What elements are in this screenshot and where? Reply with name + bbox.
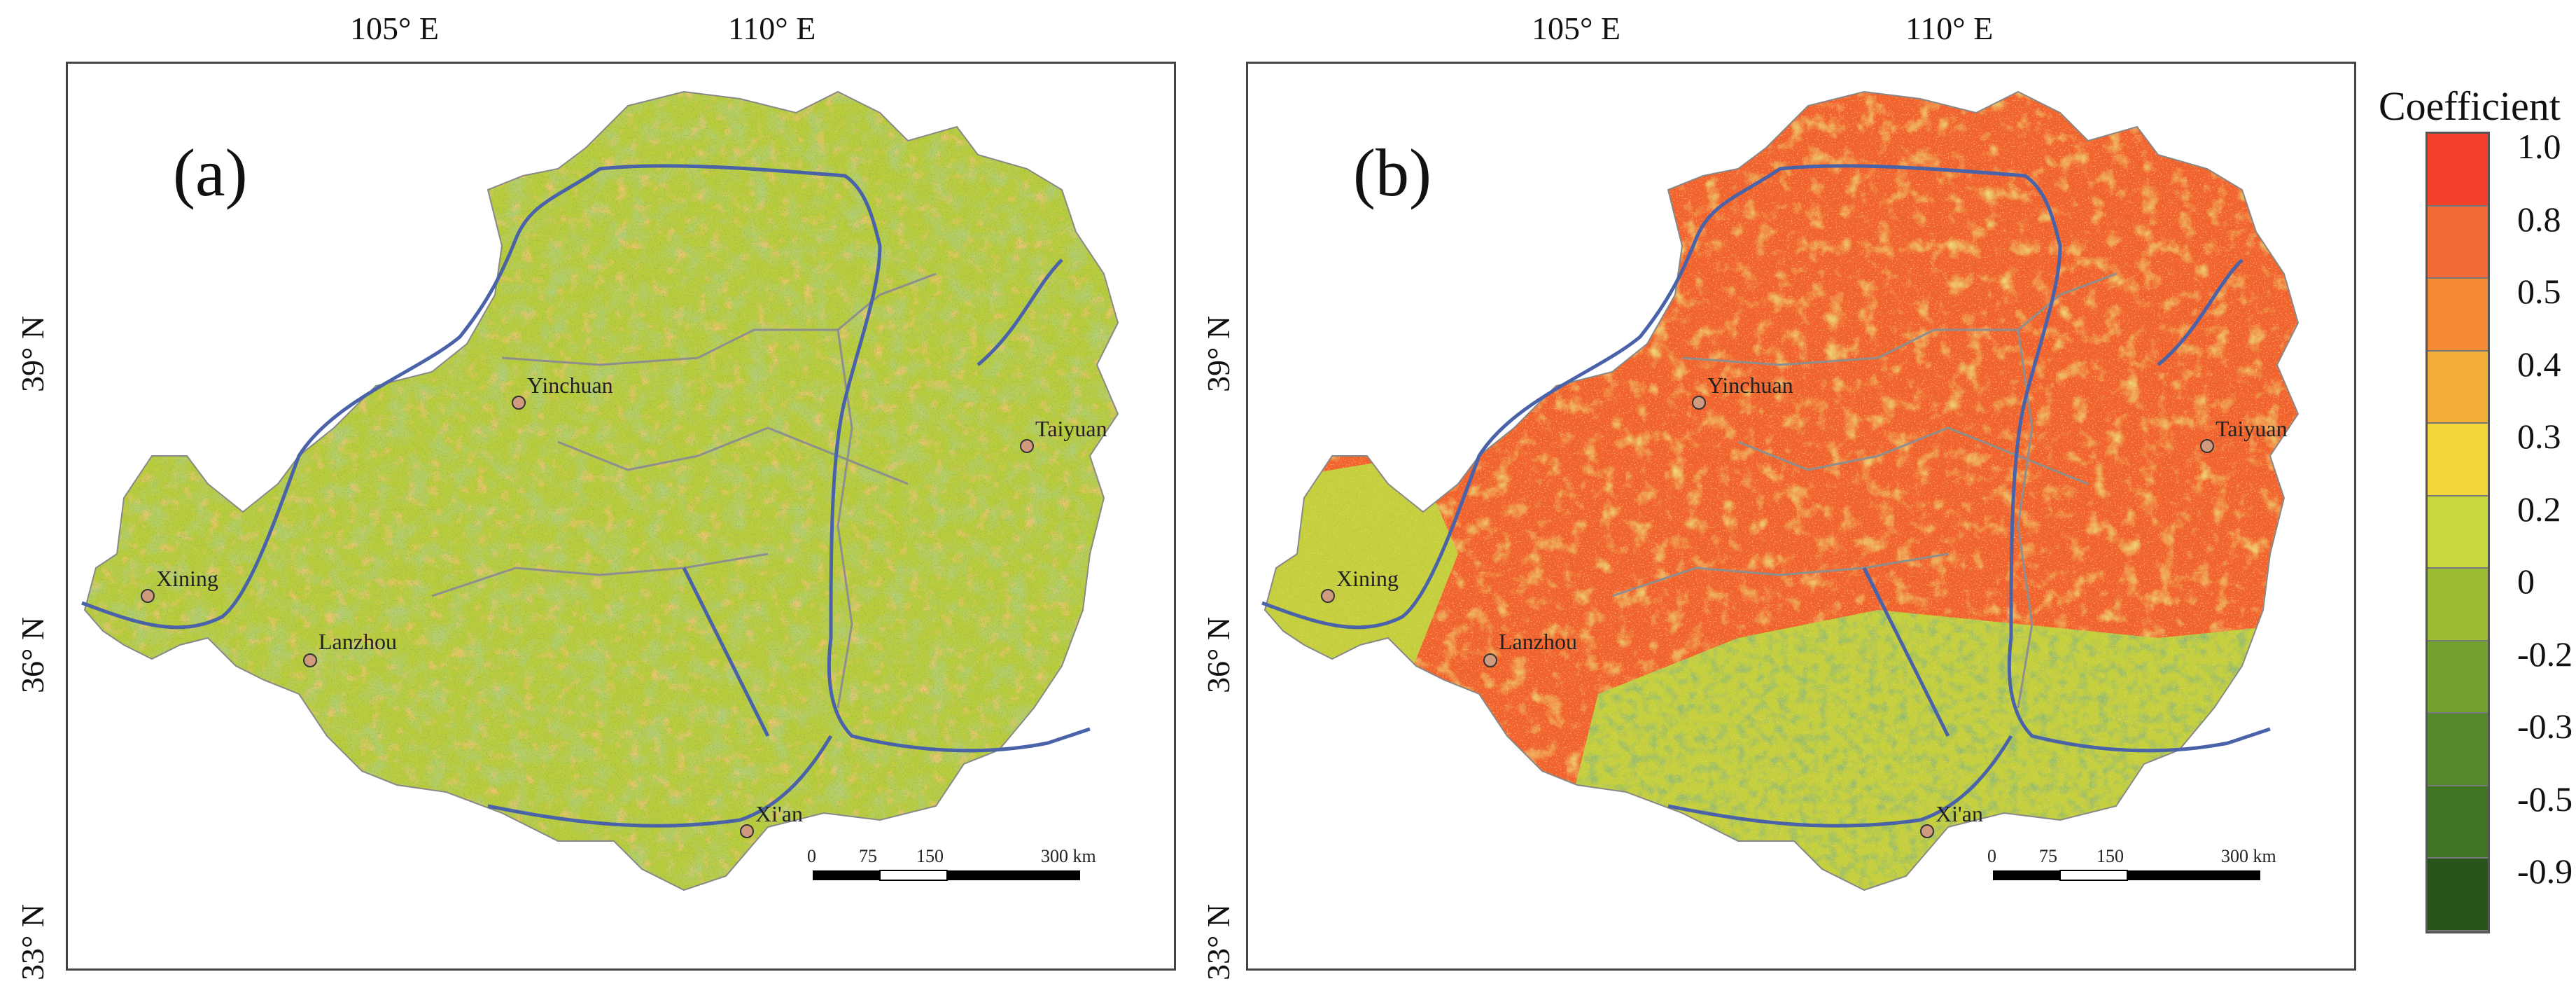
- legend-tick-label: 0.4: [2517, 344, 2561, 384]
- legend-tick-label: 0.5: [2517, 272, 2561, 312]
- svg-text:Xi'an: Xi'an: [755, 801, 803, 826]
- legend-swatch: [2428, 134, 2488, 207]
- legend-swatch: [2428, 714, 2488, 786]
- city-taiyuan-a: Taiyuan: [1020, 416, 1107, 453]
- legend-tick-label: 0: [2517, 562, 2535, 602]
- legend-title: Coefficient: [2379, 83, 2561, 129]
- legend-swatch: [2428, 786, 2488, 859]
- city-xining-b: Xining: [1321, 566, 1399, 603]
- svg-text:Taiyuan: Taiyuan: [1035, 416, 1107, 441]
- city-lanzhou-a: Lanzhou: [303, 629, 397, 667]
- lat-label-39-b: 39° N: [1200, 315, 1236, 392]
- svg-text:0: 0: [807, 846, 816, 866]
- city-yinchuan-b: Yinchuan: [1692, 373, 1793, 410]
- rivers-b: [1261, 164, 2271, 828]
- legend-color-bar: [2426, 132, 2490, 933]
- svg-text:Xining: Xining: [156, 566, 218, 591]
- legend-tick-label: -0.5: [2517, 779, 2573, 819]
- legend-tick-label: -0.2: [2517, 634, 2573, 674]
- legend-swatch: [2428, 424, 2488, 496]
- panel-letter-a: (a): [173, 135, 248, 210]
- legend-tick-label: 1.0: [2517, 127, 2561, 166]
- lon-label-110-a: 110° E: [728, 11, 816, 46]
- city-yinchuan-a: Yinchuan: [512, 373, 613, 410]
- panel-letter-b: (b): [1353, 135, 1432, 210]
- svg-text:Xi'an: Xi'an: [1935, 801, 1983, 826]
- legend-swatch: [2428, 496, 2488, 569]
- svg-text:Lanzhou: Lanzhou: [1499, 629, 1577, 654]
- legend-tick-label: 0.8: [2517, 199, 2561, 239]
- lon-label-105-b: 105° E: [1532, 11, 1620, 46]
- legend-swatch: [2428, 641, 2488, 714]
- city-taiyuan-b: Taiyuan: [2200, 416, 2288, 453]
- lat-label-36-b: 36° N: [1200, 616, 1236, 693]
- map-svg-a: Yinchuan Taiyuan Xining Lanzhou Xi'an 0 …: [81, 90, 1119, 891]
- region-outline-a: [83, 90, 1119, 891]
- svg-text:0: 0: [1987, 846, 1996, 866]
- map-panel-b: Yinchuan Taiyuan Xining Lanzhou Xi'an 0 …: [1246, 62, 2356, 971]
- lat-label-33-b: 33° N: [1200, 903, 1236, 980]
- svg-text:Yinchuan: Yinchuan: [527, 373, 613, 398]
- city-xian-b: Xi'an: [1920, 801, 1983, 838]
- svg-text:Taiyuan: Taiyuan: [2216, 416, 2288, 441]
- legend-tick-label: -0.3: [2517, 707, 2573, 747]
- scale-bar-a: 0 75 150 300 km: [807, 846, 1096, 881]
- legend-tick-label: 0.2: [2517, 489, 2561, 529]
- svg-text:Xining: Xining: [1336, 566, 1399, 591]
- svg-text:150: 150: [2096, 846, 2124, 866]
- scale-bar-b: 0 75 150 300 km: [1987, 846, 2276, 881]
- legend-tick-label: -0.9: [2517, 852, 2573, 891]
- svg-text:300 km: 300 km: [1041, 846, 1096, 866]
- svg-text:150: 150: [916, 846, 944, 866]
- city-xining-a: Xining: [141, 566, 218, 603]
- legend-swatch: [2428, 351, 2488, 424]
- region-outline-b: [1264, 90, 2300, 891]
- lat-label-39-a: 39° N: [15, 315, 50, 392]
- map-panel-a: Yinchuan Taiyuan Xining Lanzhou Xi'an 0 …: [66, 62, 1176, 971]
- lat-label-33-a: 33° N: [15, 903, 50, 980]
- legend-swatch: [2428, 206, 2488, 279]
- svg-text:300 km: 300 km: [2221, 846, 2276, 866]
- legend-swatch: [2428, 859, 2488, 931]
- lon-label-105-a: 105° E: [350, 11, 439, 46]
- rivers-a: [81, 164, 1091, 828]
- svg-text:75: 75: [2039, 846, 2057, 866]
- legend-tick-label: 0.3: [2517, 417, 2561, 457]
- legend-swatch: [2428, 279, 2488, 352]
- lat-label-36-a: 36° N: [15, 616, 50, 693]
- svg-text:Yinchuan: Yinchuan: [1707, 373, 1793, 398]
- city-lanzhou-b: Lanzhou: [1483, 629, 1577, 667]
- legend-swatch: [2428, 569, 2488, 641]
- city-xian-a: Xi'an: [740, 801, 803, 838]
- map-svg-b: Yinchuan Taiyuan Xining Lanzhou Xi'an 0 …: [1261, 90, 2300, 891]
- lon-label-110-b: 110° E: [1905, 11, 1994, 46]
- svg-text:Lanzhou: Lanzhou: [318, 629, 397, 654]
- svg-text:75: 75: [859, 846, 877, 866]
